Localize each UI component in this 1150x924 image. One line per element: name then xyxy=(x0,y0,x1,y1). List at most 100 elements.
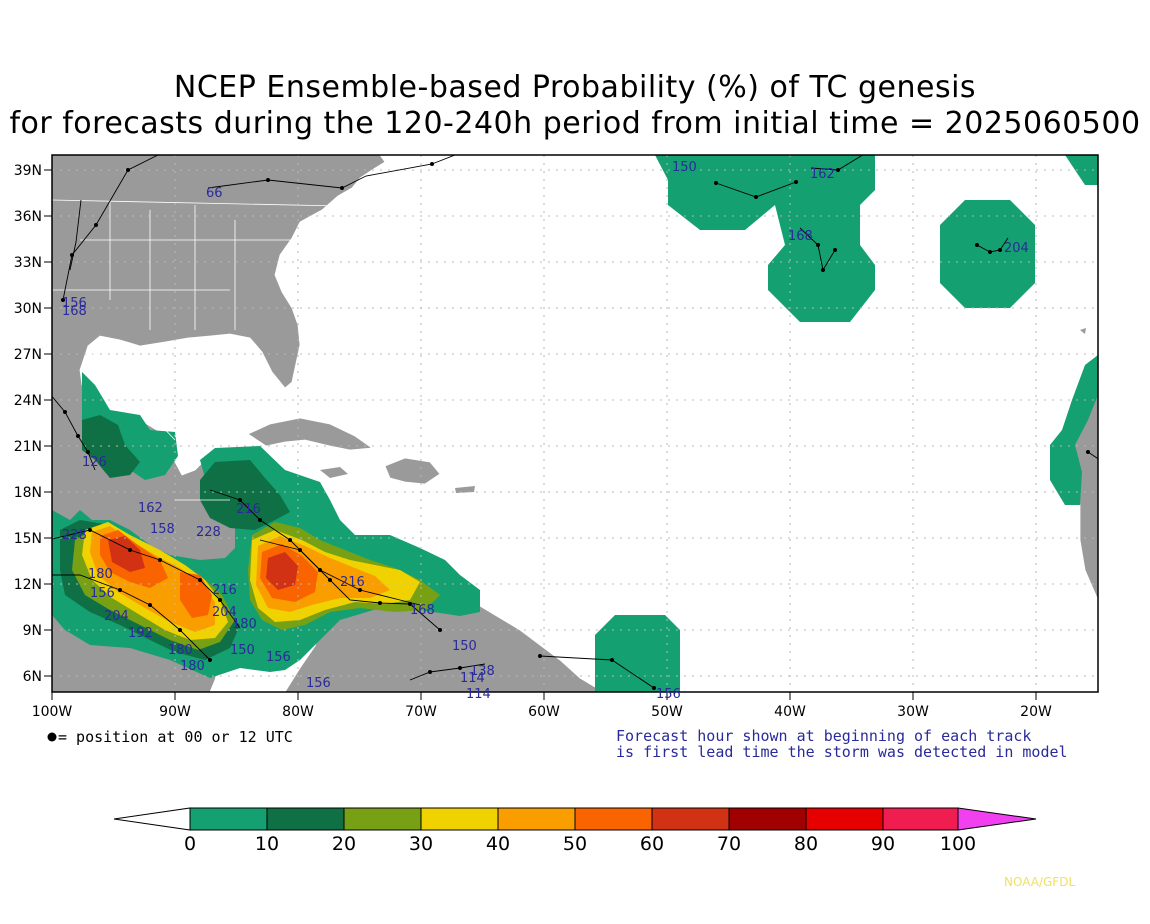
lat-tick-label: 15N xyxy=(14,531,42,547)
colorbar-over-arrow xyxy=(957,807,1037,831)
prob-20-gulf xyxy=(82,415,140,478)
prob-10-north-atlantic-b xyxy=(940,200,1035,308)
lat-tick-label: 12N xyxy=(14,577,42,593)
lat-tick-label: 30N xyxy=(14,301,42,317)
probability-contours xyxy=(52,155,1098,692)
colorbar-swatch xyxy=(574,807,653,831)
track-labels: 66 156 168 150 162 168 204 126 162 158 2… xyxy=(62,160,1029,702)
lat-tick-label: 21N xyxy=(14,439,42,455)
track-label: 156 xyxy=(62,296,87,311)
track-label: 156 xyxy=(306,676,331,691)
lat-tick-label: 6N xyxy=(23,669,42,685)
prob-10-northeast xyxy=(1065,155,1098,185)
track-label: 156 xyxy=(266,650,291,665)
track-label: 228 xyxy=(196,525,221,540)
track-label: 180 xyxy=(168,643,193,658)
lon-tick-label: 90W xyxy=(159,704,191,720)
latitude-labels: 39N 36N 33N 30N 27N 24N 21N 18N 15N 12N … xyxy=(14,163,42,685)
colorbar-under-arrow xyxy=(113,807,191,831)
colorbar-swatch xyxy=(805,807,884,831)
track-label: 180 xyxy=(180,659,205,674)
prob-10-north-atlantic-a xyxy=(655,155,875,322)
prob-70-east xyxy=(266,552,298,590)
track-label: 228 xyxy=(62,528,87,543)
lat-tick-label: 27N xyxy=(14,347,42,363)
position-legend-label: = position at 00 or 12 UTC xyxy=(58,728,293,746)
land-hispaniola xyxy=(384,457,441,485)
lon-tick-label: 60W xyxy=(528,704,560,720)
track-label: 156 xyxy=(656,687,681,702)
prob-10-west-africa xyxy=(1050,355,1098,505)
track-label: 204 xyxy=(212,605,237,620)
track-label: 150 xyxy=(230,643,255,658)
track-label: 216 xyxy=(340,575,365,590)
track-label: 162 xyxy=(810,167,835,182)
track-label: 216 xyxy=(236,502,261,517)
track-label: 168 xyxy=(788,229,813,244)
colorbar-label: 30 xyxy=(409,833,433,855)
title-line-1: NCEP Ensemble-based Probability (%) of T… xyxy=(173,70,977,105)
colorbar-swatch xyxy=(189,807,268,831)
colorbar-swatch xyxy=(882,807,959,831)
track-label: 138 xyxy=(470,664,495,679)
title-line-2: for forecasts during the 120-240h period… xyxy=(9,106,1141,141)
colorbar-label: 60 xyxy=(640,833,664,855)
lon-tick-label: 20W xyxy=(1020,704,1052,720)
grid-lines xyxy=(52,155,1098,692)
track-label: 204 xyxy=(1004,241,1029,256)
lat-tick-label: 9N xyxy=(23,623,42,639)
longitude-labels: 100W 90W 80W 70W 60W 50W 40W 30W 20W xyxy=(32,704,1052,720)
track-dots xyxy=(61,162,1090,690)
track-label: 192 xyxy=(128,626,153,641)
colorbar-swatch xyxy=(651,807,730,831)
prob-70-west xyxy=(108,536,145,572)
track-label: 66 xyxy=(206,186,223,201)
colorbar xyxy=(113,807,1037,831)
colorbar-label: 90 xyxy=(871,833,895,855)
forecast-note: Forecast hour shown at beginning of each… xyxy=(616,728,1068,760)
lat-tick-label: 24N xyxy=(14,393,42,409)
track-label: 180 xyxy=(232,617,257,632)
track-label: 158 xyxy=(150,522,175,537)
forecast-note-line-1: Forecast hour shown at beginning of each… xyxy=(616,727,1032,745)
land-cuba xyxy=(247,417,374,451)
lat-tick-label: 36N xyxy=(14,209,42,225)
position-dot-icon xyxy=(47,732,57,742)
track-label: 168 xyxy=(62,304,87,319)
colorbar-swatch xyxy=(343,807,422,831)
prob-10-south-atlantic xyxy=(595,615,680,692)
lon-tick-label: 100W xyxy=(32,704,73,720)
track-label: 216 xyxy=(212,583,237,598)
prob-20-central xyxy=(200,460,290,530)
lon-tick-label: 80W xyxy=(282,704,314,720)
track-label: 126 xyxy=(82,455,107,470)
colorbar-swatch xyxy=(266,807,345,831)
lat-tick-label: 18N xyxy=(14,485,42,501)
lon-tick-label: 50W xyxy=(651,704,683,720)
track-label: 204 xyxy=(104,609,129,624)
map-area xyxy=(52,155,1098,692)
colorbar-swatch xyxy=(497,807,576,831)
track-label: 114 xyxy=(460,671,485,686)
colorbar-label: 50 xyxy=(563,833,587,855)
credit-text: NOAA/GFDL xyxy=(1004,875,1076,889)
colorbar-label: 0 xyxy=(184,833,196,855)
map-frame xyxy=(51,154,1099,693)
position-legend-text: = position at 00 or 12 UTC xyxy=(48,728,293,746)
political-borders xyxy=(52,199,341,501)
colorbar-label: 70 xyxy=(717,833,741,855)
lon-tick-label: 70W xyxy=(405,704,437,720)
colorbar-swatch xyxy=(420,807,499,831)
colorbar-swatch xyxy=(728,807,807,831)
lon-tick-label: 30W xyxy=(897,704,929,720)
track-label: 180 xyxy=(88,567,113,582)
colorbar-label: 20 xyxy=(332,833,356,855)
colorbar-label: 40 xyxy=(486,833,510,855)
track-label: 150 xyxy=(452,639,477,654)
colorbar-labels: 0 10 20 30 40 50 60 70 80 90 100 xyxy=(184,833,976,855)
axis-ticks xyxy=(44,169,1037,700)
forecast-note-line-2: is first lead time the storm was detecte… xyxy=(616,743,1068,761)
land-jamaica xyxy=(320,467,348,478)
track-label: 150 xyxy=(672,160,697,175)
